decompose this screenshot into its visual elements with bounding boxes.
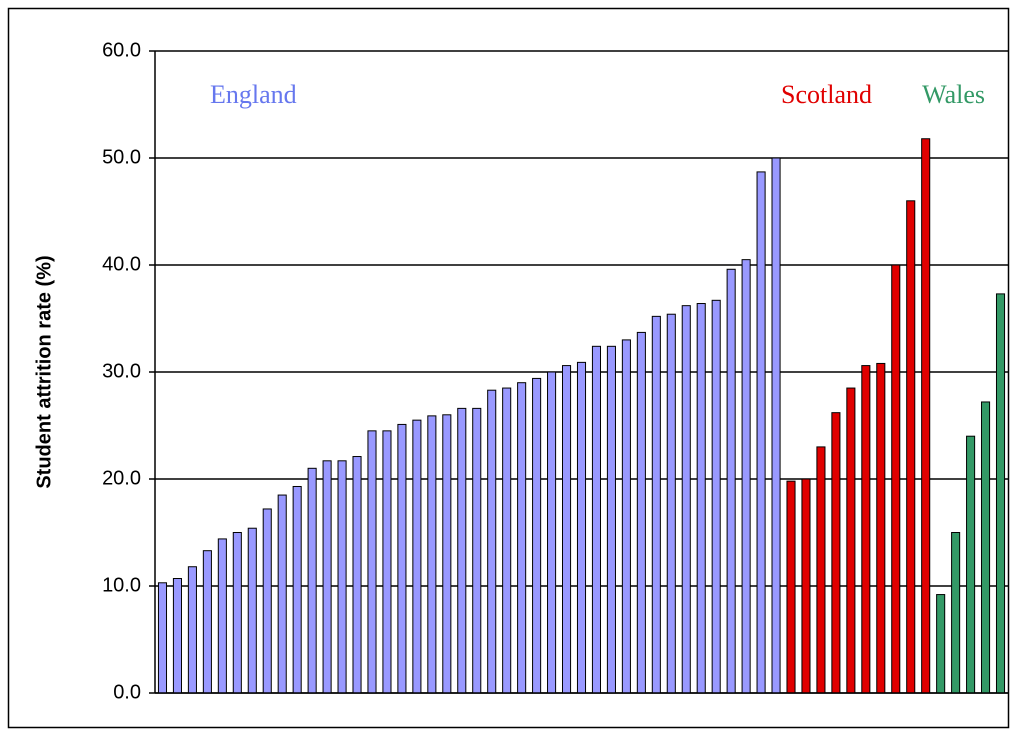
bar	[157, 582, 168, 694]
bar	[666, 313, 676, 694]
bar	[636, 331, 646, 694]
bar	[412, 419, 422, 694]
bar	[861, 365, 871, 694]
bar	[591, 345, 602, 694]
bar	[487, 389, 497, 694]
bar	[921, 138, 931, 694]
bar	[172, 578, 182, 694]
y-tick-label: 20.0	[102, 467, 141, 489]
y-tick-label: 10.0	[102, 574, 141, 596]
bar	[517, 382, 527, 694]
y-tick-label: 40.0	[102, 253, 141, 275]
bar	[696, 303, 706, 694]
bar	[427, 415, 437, 694]
series-label: England	[210, 80, 297, 109]
bar	[232, 532, 242, 694]
y-axis-label: Student attrition rate (%)	[33, 255, 55, 488]
bar	[262, 508, 272, 694]
bar	[576, 361, 587, 694]
bar	[771, 157, 781, 694]
bar	[966, 435, 976, 694]
bar	[397, 423, 407, 694]
bar	[561, 365, 572, 694]
bar	[981, 401, 991, 694]
bar	[816, 446, 826, 694]
bar	[307, 467, 317, 694]
bar	[187, 566, 197, 694]
bar	[651, 315, 661, 694]
bar	[472, 407, 482, 694]
y-tick-label: 30.0	[102, 360, 141, 382]
bar	[726, 268, 736, 694]
bar	[876, 362, 886, 694]
bar	[741, 259, 751, 694]
bar	[801, 478, 811, 694]
bar	[247, 527, 257, 694]
bar	[382, 430, 392, 694]
bar	[756, 171, 766, 694]
bar	[711, 299, 721, 694]
bar	[217, 538, 227, 694]
bar	[606, 345, 616, 694]
bar	[457, 407, 467, 694]
bar	[352, 456, 362, 694]
series-label: Wales	[922, 80, 985, 109]
bar	[995, 293, 1006, 694]
bar	[367, 430, 377, 694]
bar	[322, 460, 332, 694]
bar	[532, 377, 542, 694]
y-tick-label: 0.0	[113, 681, 141, 703]
bar	[621, 339, 631, 694]
series-label: Scotland	[781, 80, 872, 109]
y-tick-label: 50.0	[102, 146, 141, 168]
bar	[442, 414, 452, 694]
bar	[831, 412, 841, 694]
bar	[681, 305, 691, 694]
bar	[502, 387, 512, 694]
bar	[786, 480, 796, 694]
bar	[951, 532, 961, 694]
bar	[891, 264, 901, 694]
bar	[936, 594, 946, 694]
bar	[846, 387, 856, 694]
bar	[337, 460, 347, 694]
bar	[277, 494, 287, 694]
bar	[292, 485, 302, 694]
bar	[906, 200, 916, 694]
bar	[202, 550, 212, 694]
bar	[547, 371, 557, 694]
y-tick-label: 60.0	[102, 39, 141, 61]
